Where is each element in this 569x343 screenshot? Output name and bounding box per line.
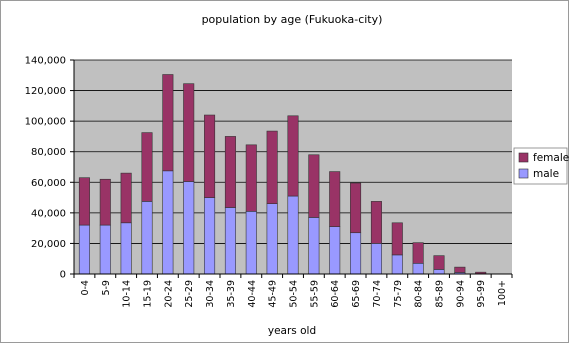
x-tick-label: 70-74 <box>372 280 383 308</box>
x-tick-label: 5-9 <box>101 280 112 296</box>
bars <box>78 74 487 275</box>
bar-male-5-9 <box>99 224 111 275</box>
bar-female-50-54 <box>287 115 299 197</box>
bar-male-85-89 <box>433 269 445 275</box>
x-tick-label: 65-69 <box>351 280 362 308</box>
x-axis-ticks: 0-4 5-9 10-14 15-19 20-24 25-29 30-34 35-39 40-4… <box>73 274 513 308</box>
x-tick-label: 40-44 <box>247 280 258 308</box>
legend-label-female: female <box>533 152 569 164</box>
bar-male-45-49 <box>266 203 278 275</box>
bar-male-0-4 <box>78 224 90 275</box>
y-axis-ticks: 0 20,000 40,000 60,000 80,000 100,000 120,000 1… <box>25 56 74 281</box>
y-tick-label: 100,000 <box>25 117 66 128</box>
bar-male-10-14 <box>120 222 132 275</box>
y-tick-label: 0 <box>60 270 66 281</box>
bar-female-25-29 <box>183 83 195 182</box>
x-tick-label: 0-4 <box>80 280 91 296</box>
bar-male-75-79 <box>391 254 403 275</box>
x-axis-label: years old <box>268 325 316 337</box>
y-tick-label: 60,000 <box>31 178 66 189</box>
x-tick-label: 20-24 <box>163 280 174 308</box>
bar-male-70-74 <box>370 243 382 275</box>
x-tick-label: 50-54 <box>289 280 300 308</box>
bar-male-30-34 <box>204 197 216 275</box>
bar-female-35-39 <box>224 136 236 208</box>
bar-male-80-84 <box>412 262 424 275</box>
bar-female-70-74 <box>370 201 382 244</box>
x-tick-label: 15-19 <box>143 280 154 308</box>
legend-label-male: male <box>533 168 559 180</box>
bar-female-15-19 <box>141 132 153 202</box>
bar-female-60-64 <box>329 171 341 227</box>
bar-male-55-59 <box>308 217 320 275</box>
x-tick-label: 100+ <box>497 280 508 306</box>
bar-female-10-14 <box>120 172 132 224</box>
bar-male-15-19 <box>141 201 153 275</box>
bar-male-35-39 <box>224 207 236 275</box>
x-tick-label: 55-59 <box>309 280 320 308</box>
y-tick-label: 40,000 <box>31 208 66 219</box>
bar-female-80-84 <box>412 242 424 264</box>
bar-female-45-49 <box>266 130 278 204</box>
bar-female-30-34 <box>204 114 216 198</box>
bar-female-65-69 <box>350 182 362 234</box>
bar-male-20-24 <box>162 170 174 275</box>
bar-female-5-9 <box>99 178 111 226</box>
bar-male-25-29 <box>183 181 195 275</box>
bar-female-90-94 <box>454 266 466 273</box>
x-tick-label: 80-84 <box>414 280 425 308</box>
x-tick-label: 35-39 <box>226 280 237 308</box>
x-tick-label: 45-49 <box>268 280 279 308</box>
bar-female-20-24 <box>162 74 174 172</box>
x-tick-label: 60-64 <box>330 280 341 308</box>
y-tick-label: 120,000 <box>25 86 66 97</box>
bar-female-0-4 <box>78 177 90 226</box>
legend: female male <box>513 147 569 185</box>
x-tick-label: 75-79 <box>393 280 404 308</box>
legend-swatch-female <box>518 152 529 163</box>
bar-female-40-44 <box>245 144 257 212</box>
bar-female-95-99 <box>475 271 487 274</box>
bar-male-50-54 <box>287 195 299 275</box>
y-tick-label: 140,000 <box>25 56 66 67</box>
bar-male-40-44 <box>245 211 257 275</box>
bar-male-60-64 <box>329 226 341 275</box>
chart-title: population by age (Fukuoka-city) <box>202 13 383 26</box>
y-tick-label: 20,000 <box>31 239 66 250</box>
x-tick-label: 85-89 <box>435 280 446 308</box>
x-tick-label: 90-94 <box>455 280 466 308</box>
y-tick-label: 80,000 <box>31 147 66 158</box>
bar-female-85-89 <box>433 255 445 270</box>
x-tick-label: 25-29 <box>184 280 195 308</box>
x-tick-label: 10-14 <box>122 280 133 308</box>
x-tick-label: 30-34 <box>205 280 216 308</box>
legend-swatch-male <box>518 168 529 179</box>
bar-male-65-69 <box>350 232 362 275</box>
x-tick-label: 95-99 <box>476 280 487 308</box>
bar-female-55-59 <box>308 154 320 218</box>
bar-female-75-79 <box>391 222 403 256</box>
